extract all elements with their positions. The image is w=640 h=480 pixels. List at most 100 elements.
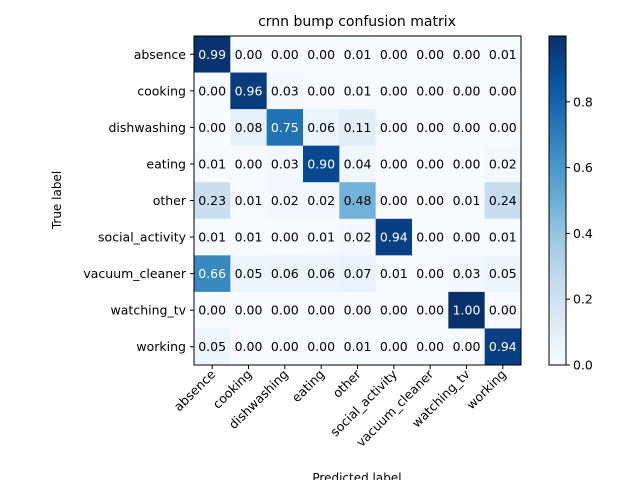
cell-value-label: 0.02 (307, 193, 335, 208)
cell-value-label: 0.01 (307, 230, 335, 245)
matrix-cell (266, 255, 304, 293)
y-tick-label: working (136, 339, 186, 354)
matrix-cell (194, 255, 231, 293)
cell-value-label: 0.06 (271, 266, 299, 281)
cell-value-label: 0.00 (453, 230, 481, 245)
cell-value-label: 0.00 (416, 339, 444, 354)
cell-value-label: 0.00 (416, 156, 444, 171)
cell-value-label: 0.00 (416, 83, 444, 98)
matrix-cell (412, 328, 449, 366)
cell-value-label: 0.00 (380, 47, 408, 62)
matrix-cell (194, 328, 231, 366)
matrix-cell (412, 218, 449, 256)
cell-value-label: 0.01 (198, 156, 226, 171)
matrix-cell (339, 36, 377, 73)
cell-value-label: 0.01 (489, 47, 517, 62)
cell-value-label: 0.06 (307, 266, 335, 281)
x-axis-label: Predicted label (312, 471, 401, 480)
matrix-cell (412, 36, 449, 73)
matrix-cell (194, 182, 231, 220)
cell-value-label: 0.00 (416, 47, 444, 62)
y-tick-label: cooking (137, 83, 186, 98)
matrix-cell (448, 72, 486, 110)
x-tick-label: absence (171, 366, 219, 414)
y-tick-label: social_activity (98, 230, 187, 245)
cell-value-label: 0.94 (380, 230, 408, 245)
cell-value-label: 0.01 (198, 230, 226, 245)
cell-value-label: 0.00 (271, 47, 299, 62)
matrix-cell (194, 145, 231, 183)
cell-value-label: 0.00 (380, 339, 408, 354)
cell-value-label: 0.00 (453, 83, 481, 98)
matrix-cell (303, 109, 340, 147)
cell-value-label: 0.01 (235, 230, 263, 245)
matrix-cell (484, 255, 522, 293)
cell-value-label: 0.00 (271, 303, 299, 318)
matrix-cell (375, 255, 413, 293)
cell-value-label: 0.99 (198, 47, 226, 62)
matrix-cell (412, 182, 449, 220)
cell-value-label: 0.11 (344, 120, 372, 135)
cell-value-label: 0.04 (344, 156, 372, 171)
matrix-cell (266, 291, 304, 329)
cell-value-label: 0.00 (416, 193, 444, 208)
matrix-cell (448, 328, 486, 366)
cell-value-label: 0.00 (198, 83, 226, 98)
matrix-cell (484, 182, 522, 220)
cell-value-label: 0.96 (235, 83, 263, 98)
cell-value-label: 0.00 (271, 339, 299, 354)
matrix-cell (412, 291, 449, 329)
matrix-cell (448, 145, 486, 183)
cell-value-label: 0.00 (307, 47, 335, 62)
colorbar-tick-label: 0.8 (573, 94, 593, 109)
y-axis-ticks: absence cooking dishwashing eating other soci… (83, 47, 194, 354)
matrix-cell (448, 255, 486, 293)
cell-value-label: 0.00 (380, 83, 408, 98)
matrix-cell (303, 255, 340, 293)
cell-value-label: 0.75 (271, 120, 299, 135)
cell-value-label: 0.05 (489, 266, 517, 281)
matrix-frame (193, 35, 522, 366)
matrix-cell (230, 255, 268, 293)
matrix-cell (448, 36, 486, 73)
cell-value-label: 0.01 (235, 193, 263, 208)
matrix-cell (375, 72, 413, 110)
cell-value-label: 0.00 (416, 230, 444, 245)
cell-value-label: 0.02 (271, 193, 299, 208)
matrix-cell (484, 36, 522, 73)
cell-value-label: 0.03 (271, 156, 299, 171)
cell-value-label: 0.00 (307, 83, 335, 98)
matrix-cell (266, 145, 304, 183)
matrix-cell (194, 109, 231, 147)
matrix-cell (484, 328, 522, 366)
cell-value-label: 0.00 (380, 156, 408, 171)
matrix-cell (303, 182, 340, 220)
cell-value-label: 0.00 (489, 120, 517, 135)
matrix-cell (266, 109, 304, 147)
matrix-cell (230, 218, 268, 256)
cell-value-label: 0.00 (344, 303, 372, 318)
y-tick-label: absence (134, 47, 187, 62)
y-axis-label: True label (50, 171, 64, 230)
matrix-cell (194, 291, 231, 329)
matrix-cell (412, 109, 449, 147)
matrix-cell (266, 182, 304, 220)
cell-value-label: 0.00 (453, 120, 481, 135)
cell-value-label: 0.03 (271, 83, 299, 98)
y-tick-label: dishwashing (109, 120, 187, 135)
matrix-cell (448, 218, 486, 256)
matrix-cell (412, 145, 449, 183)
matrix-cell (484, 218, 522, 256)
cell-value-label: 0.01 (344, 47, 372, 62)
y-tick-label: eating (146, 156, 186, 171)
matrix-cell (194, 36, 231, 73)
cell-value-label: 0.00 (489, 303, 517, 318)
matrix-cell (339, 218, 377, 256)
cell-value-label: 0.00 (416, 303, 444, 318)
cell-value-label: 0.01 (489, 230, 517, 245)
matrix-cell (375, 109, 413, 147)
matrix-cell (339, 291, 377, 329)
matrix-cell (303, 72, 340, 110)
colorbar-tick-label: 0.2 (573, 292, 593, 307)
